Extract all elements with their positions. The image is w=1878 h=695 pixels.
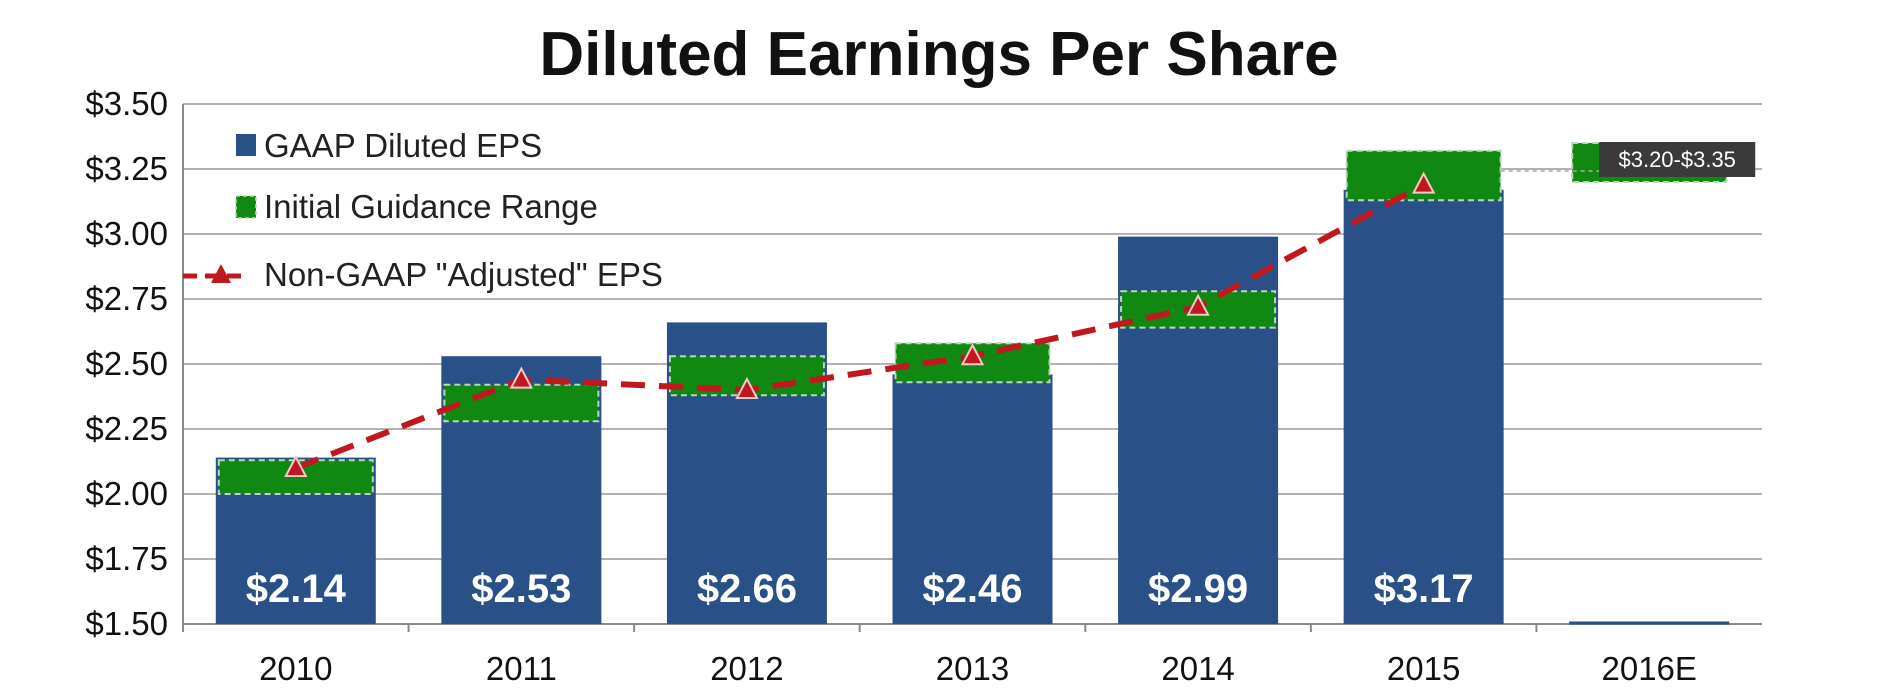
bar-value-label: $2.66	[697, 567, 797, 611]
y-tick-label: $1.50	[85, 605, 168, 642]
bar	[1343, 189, 1504, 625]
x-tick-label: 2011	[486, 650, 557, 687]
y-tick-label: $2.25	[85, 410, 168, 447]
x-tick-label: 2014	[1161, 650, 1234, 687]
guidance-ranges	[217, 142, 1728, 496]
bar-value-label: $2.53	[471, 567, 571, 611]
chart-title: Diluted Earnings Per Share	[539, 20, 1338, 89]
bar-value-label: $2.99	[1148, 567, 1248, 611]
bar-value-label: $2.14	[246, 567, 347, 611]
guidance-range	[443, 383, 600, 423]
callout-box	[1599, 142, 1756, 177]
adjusted-eps-point	[1186, 293, 1210, 316]
guidance-callout: $3.20-$3.35	[1500, 142, 1756, 177]
bar-value-label: $2.46	[922, 567, 1022, 611]
y-tick-label: $2.00	[85, 475, 168, 512]
y-tick-label: $2.50	[85, 345, 168, 382]
y-tick-label: $1.75	[85, 540, 168, 577]
adjusted-eps-line-path	[294, 181, 1426, 471]
adjusted-eps-point	[509, 366, 534, 389]
callout-text: $3.20-$3.35	[1618, 147, 1735, 172]
legend: GAAP Diluted EPS Initial Guidance Range No…	[183, 127, 663, 293]
adjusted-eps-point	[284, 454, 308, 477]
adjusted-eps-point	[1411, 171, 1436, 194]
legend-swatch-guidance	[235, 195, 257, 219]
x-tick-label: 2012	[710, 650, 783, 687]
bar	[892, 374, 1053, 624]
x-tick-label: 2016E	[1601, 650, 1696, 687]
legend-label-guidance: Initial Guidance Range	[264, 188, 598, 225]
y-tick-label: $3.25	[85, 150, 168, 187]
adjusted-eps-line	[284, 171, 1436, 477]
legend-swatch-gaap	[236, 134, 256, 156]
legend-label-gaap: GAAP Diluted EPS	[264, 127, 542, 164]
gaap-bars	[215, 189, 1730, 625]
y-tick-label: $3.00	[85, 215, 168, 252]
adjusted-eps-point	[960, 343, 985, 366]
y-tick-label: $3.50	[85, 85, 168, 122]
adjusted-eps-point	[735, 376, 759, 399]
legend-label-adjusted: Non-GAAP "Adjusted" EPS	[264, 256, 663, 293]
bar-value-label: $3.17	[1374, 567, 1474, 611]
x-tick-label: 2015	[1387, 650, 1460, 687]
x-tick-label: 2013	[936, 650, 1009, 687]
y-tick-label: $2.75	[85, 280, 168, 317]
bar-value-labels: $2.14 $2.53 $2.66 $2.46 $2.99 $3.17	[246, 567, 1474, 611]
x-tick-label: 2010	[259, 650, 332, 687]
legend-marker-adjusted	[211, 264, 231, 283]
